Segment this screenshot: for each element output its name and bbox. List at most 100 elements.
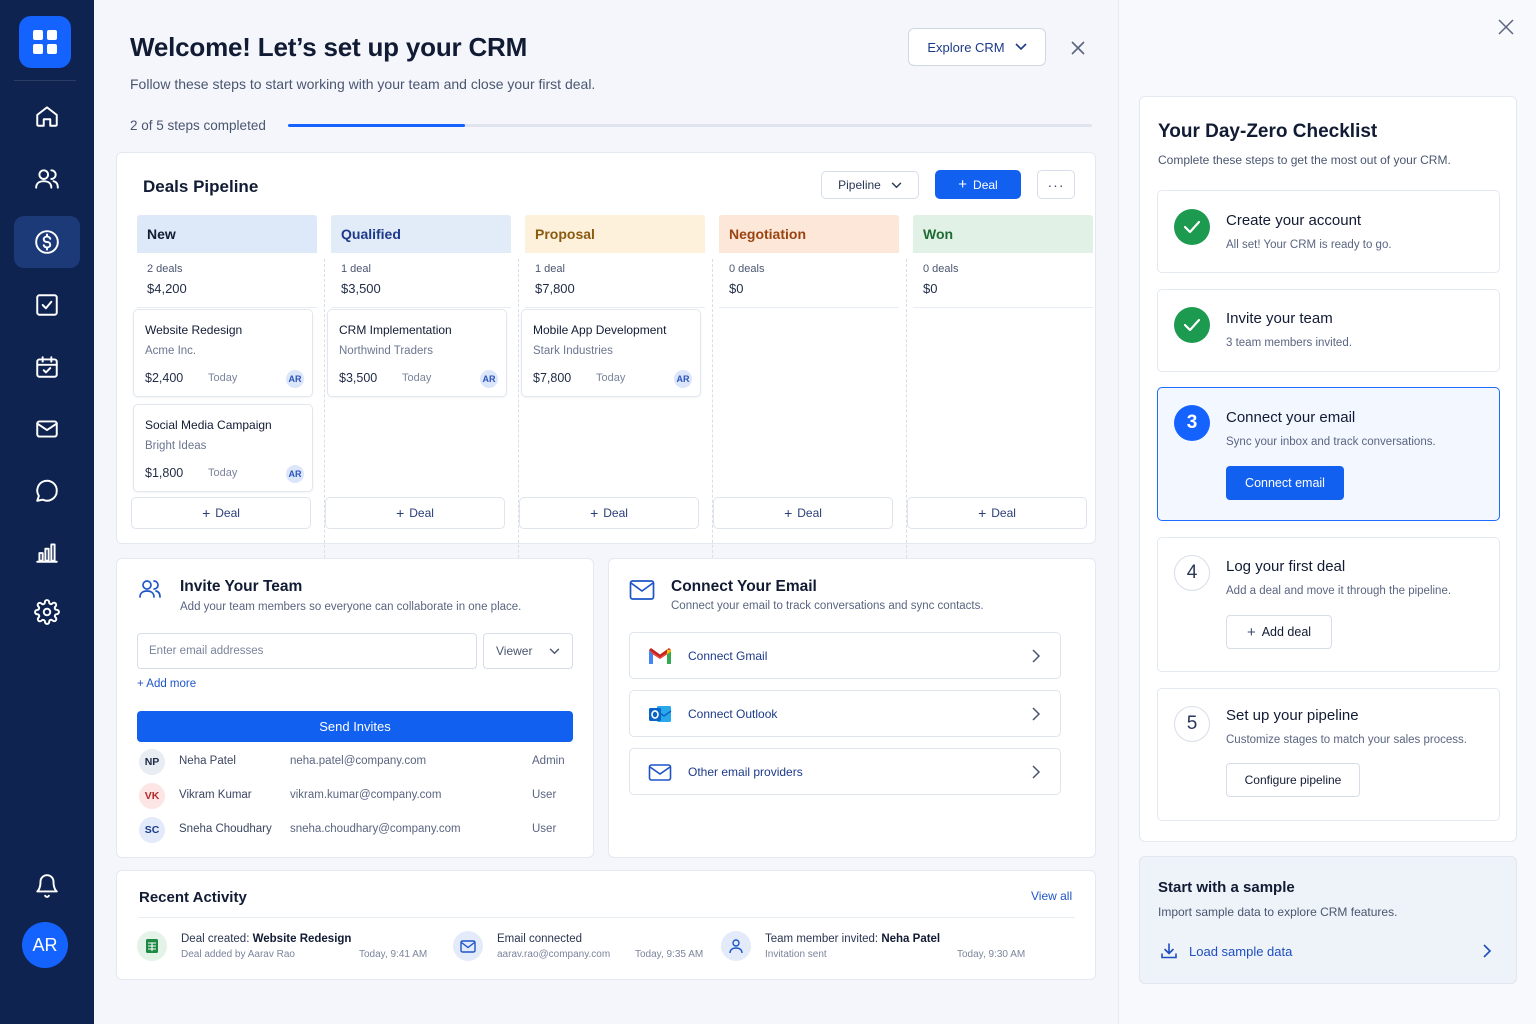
day-zero-checklist: Your Day-Zero Checklist Complete these s… — [1139, 96, 1517, 842]
step-description: All set! Your CRM is ready to go. — [1226, 239, 1392, 251]
checklist-panel: Your Day-Zero Checklist Complete these s… — [1118, 0, 1536, 1024]
step-description: Customize stages to match your sales pro… — [1226, 734, 1467, 746]
invite-subtitle: Add your team members so everyone can co… — [180, 601, 522, 613]
check-circle-icon — [1174, 209, 1210, 245]
deal-card[interactable]: Website Redesign Acme Inc. $2,400 Today … — [133, 309, 313, 397]
checklist-step-setup-pipeline[interactable]: 5 Set up your pipeline Customize stages … — [1157, 688, 1500, 821]
nav-deals[interactable] — [14, 216, 80, 268]
progress-bar-fill — [288, 124, 465, 127]
dollar-icon — [35, 230, 59, 254]
deal-name: Mobile App Development — [533, 323, 667, 337]
step-description: Add a deal and move it through the pipel… — [1226, 585, 1452, 597]
nav-email[interactable] — [14, 403, 80, 455]
column-add-deal-button[interactable]: + Deal — [325, 497, 505, 529]
send-invites-button[interactable]: Send Invites — [137, 711, 573, 742]
deals-pipeline-card: Deals Pipeline Pipeline + Deal ··· New 2 … — [116, 152, 1096, 603]
member-avatar: NP — [139, 749, 165, 775]
connect-email-button[interactable]: Connect email — [1226, 466, 1344, 500]
column-add-deal-button[interactable]: + Deal — [713, 497, 893, 529]
step-title: Set up your pipeline — [1226, 707, 1359, 724]
member-email: sneha.choudhary@company.com — [290, 823, 461, 835]
activity-title: Deal created: Website Redesign — [181, 933, 352, 945]
member-avatar: SC — [139, 817, 165, 843]
add-more-link[interactable]: + Add more — [137, 678, 197, 690]
deal-card[interactable]: Mobile App Development Stark Industries … — [521, 309, 701, 397]
checklist-title: Your Day-Zero Checklist — [1158, 121, 1378, 142]
checklist-step-log-deal[interactable]: 4 Log your first deal Add a deal and mov… — [1157, 537, 1500, 672]
checklist-step-create-account[interactable]: Create your account All set! Your CRM is… — [1157, 190, 1500, 273]
view-all-link[interactable]: View all — [1031, 889, 1073, 903]
configure-pipeline-button[interactable]: Configure pipeline — [1226, 763, 1360, 797]
load-sample-data-link[interactable]: Load sample data — [1158, 941, 1500, 963]
nav-notifications[interactable] — [14, 860, 80, 912]
checklist-step-connect-email[interactable]: 3 Connect your email Sync your inbox and… — [1157, 387, 1500, 521]
deal-card[interactable]: CRM Implementation Northwind Traders $3,… — [327, 309, 507, 397]
add-deal-button[interactable]: + Deal — [935, 170, 1021, 199]
more-options-button[interactable]: ··· — [1037, 170, 1075, 199]
connect-outlook-option[interactable]: Connect Outlook — [629, 690, 1061, 737]
nav-reports[interactable] — [14, 526, 80, 578]
user-avatar[interactable]: AR — [22, 922, 68, 968]
column-header[interactable]: Qualified — [331, 215, 511, 253]
more-icon: ··· — [1047, 176, 1065, 193]
gear-icon — [34, 599, 60, 625]
column-header[interactable]: Negotiation — [719, 215, 899, 253]
bell-icon — [36, 874, 58, 898]
close-icon[interactable] — [1068, 38, 1088, 58]
checklist-step-invite-team[interactable]: Invite your team 3 team members invited. — [1157, 289, 1500, 372]
gmail-icon — [649, 648, 671, 664]
column-deal-count: 2 deals — [147, 263, 183, 275]
activity-time: Today, 9:41 AM — [359, 949, 428, 960]
deal-date: Today — [208, 467, 238, 479]
step-description: 3 team members invited. — [1226, 337, 1352, 349]
add-deal-step-button[interactable]: + Add deal — [1226, 615, 1332, 649]
nav-home[interactable] — [14, 90, 80, 142]
explore-crm-dropdown[interactable]: Explore CRM — [908, 28, 1046, 66]
invited-member-row: SC Sneha Choudhary sneha.choudhary@compa… — [137, 817, 573, 843]
activity-subtitle: Deal added by Aarav Rao — [181, 949, 295, 960]
users-icon — [139, 580, 161, 598]
invite-email-input[interactable]: Enter email addresses — [137, 633, 477, 669]
column-total-amount: $0 — [729, 281, 744, 296]
invited-member-row: NP Neha Patel neha.patel@company.com Adm… — [137, 749, 573, 775]
plus-icon: + — [202, 505, 211, 521]
pipeline-column-won: Won 0 deals $0 + Deal — [907, 215, 1093, 535]
invited-member-row: VK Vikram Kumar vikram.kumar@company.com… — [137, 783, 573, 809]
other-email-providers-option[interactable]: Other email providers — [629, 748, 1061, 795]
activity-item[interactable]: Team member invited: Neha Patel Invitati… — [721, 929, 1061, 965]
check-circle-icon — [1174, 307, 1210, 343]
plus-icon: + — [978, 505, 987, 521]
deal-card[interactable]: Social Media Campaign Bright Ideas $1,80… — [133, 404, 313, 492]
invite-role-select[interactable]: Viewer — [483, 633, 573, 669]
column-add-deal-button[interactable]: + Deal — [519, 497, 699, 529]
divider — [137, 307, 317, 308]
activity-item[interactable]: Deal created: Website Redesign Deal adde… — [137, 929, 427, 965]
column-header[interactable]: New — [137, 215, 317, 253]
main-content: Welcome! Let’s set up your CRM Follow th… — [94, 0, 1118, 1024]
plus-icon: + — [958, 176, 968, 193]
nav-contacts[interactable] — [14, 153, 80, 205]
deal-name: Social Media Campaign — [145, 418, 272, 432]
nav-settings[interactable] — [14, 586, 80, 638]
member-name: Sneha Choudhary — [179, 823, 272, 835]
column-add-deal-button[interactable]: + Deal — [131, 497, 311, 529]
activity-item[interactable]: Email connected aarav.rao@company.com To… — [453, 929, 743, 965]
nav-tasks[interactable] — [14, 279, 80, 331]
mail-icon — [36, 420, 58, 438]
deal-date: Today — [208, 372, 238, 384]
provider-label: Connect Outlook — [688, 707, 778, 721]
nav-calendar[interactable] — [14, 341, 80, 393]
deal-amount: $1,800 — [145, 466, 184, 480]
column-add-deal-button[interactable]: + Deal — [907, 497, 1087, 529]
pipeline-view-select[interactable]: Pipeline — [821, 171, 919, 199]
user-icon — [721, 931, 751, 961]
column-header[interactable]: Won — [913, 215, 1093, 253]
divider — [913, 307, 1093, 308]
connect-gmail-option[interactable]: Connect Gmail — [629, 632, 1061, 679]
apps-logo-icon[interactable] — [19, 16, 71, 68]
member-name: Neha Patel — [179, 755, 236, 767]
column-header[interactable]: Proposal — [525, 215, 705, 253]
nav-chat[interactable] — [14, 465, 80, 517]
mail-icon — [629, 580, 655, 600]
close-icon[interactable] — [1497, 18, 1515, 36]
